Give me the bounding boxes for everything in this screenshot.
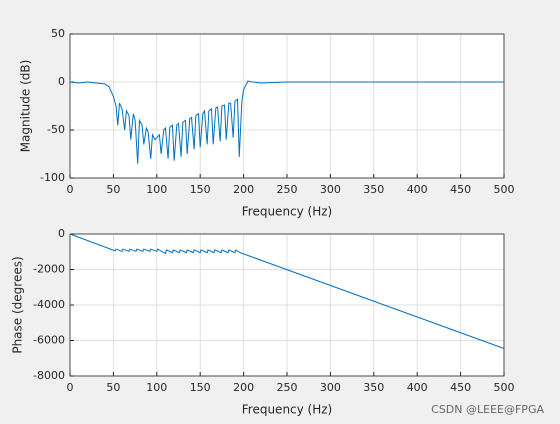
y-tick-label: -50 bbox=[47, 123, 65, 136]
y-tick-label: -100 bbox=[40, 171, 65, 184]
x-tick-label: 250 bbox=[277, 183, 298, 196]
y-axis-label: Phase (degrees) bbox=[11, 256, 25, 353]
x-tick-label: 0 bbox=[67, 183, 74, 196]
data-line bbox=[69, 233, 505, 349]
x-tick-label: 50 bbox=[106, 183, 120, 196]
x-tick-label: 300 bbox=[320, 381, 341, 394]
y-tick-label: -6000 bbox=[33, 334, 65, 347]
x-tick-label: 500 bbox=[494, 381, 515, 394]
axes-box bbox=[69, 33, 505, 179]
y-tick-label: 50 bbox=[51, 27, 65, 40]
x-tick-label: 200 bbox=[233, 183, 254, 196]
x-tick-label: 400 bbox=[407, 183, 428, 196]
x-tick-label: 100 bbox=[146, 183, 167, 196]
x-tick-label: 150 bbox=[190, 381, 211, 394]
data-line bbox=[69, 80, 504, 164]
y-axis-label: Magnitude (dB) bbox=[19, 60, 33, 153]
y-tick-label: -4000 bbox=[33, 298, 65, 311]
x-tick-label: 500 bbox=[494, 183, 515, 196]
x-tick-label: 200 bbox=[233, 381, 254, 394]
y-tick-label: 0 bbox=[58, 227, 65, 240]
watermark: CSDN @LEEE@FPGA bbox=[431, 403, 544, 416]
y-tick-label: -2000 bbox=[33, 263, 65, 276]
x-tick-label: 350 bbox=[363, 183, 384, 196]
x-tick-label: 50 bbox=[106, 381, 120, 394]
x-tick-label: 350 bbox=[363, 381, 384, 394]
x-tick-label: 400 bbox=[407, 381, 428, 394]
axes-box bbox=[69, 233, 505, 377]
x-tick-label: 150 bbox=[190, 183, 211, 196]
x-tick-label: 250 bbox=[277, 381, 298, 394]
y-tick-label: 0 bbox=[58, 75, 65, 88]
x-axis-label: Frequency (Hz) bbox=[242, 205, 333, 219]
y-tick-label: -8000 bbox=[33, 369, 65, 382]
x-tick-label: 300 bbox=[320, 183, 341, 196]
x-tick-label: 0 bbox=[67, 381, 74, 394]
x-axis-label: Frequency (Hz) bbox=[242, 403, 333, 417]
x-tick-label: 450 bbox=[450, 183, 471, 196]
x-tick-label: 100 bbox=[146, 381, 167, 394]
x-tick-label: 450 bbox=[450, 381, 471, 394]
